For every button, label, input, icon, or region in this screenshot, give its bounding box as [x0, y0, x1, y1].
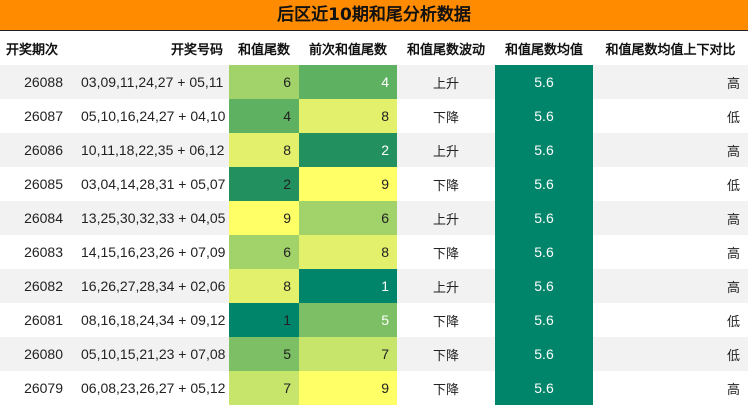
cell-numbers: 06,08,23,26,27 + 05,12 — [73, 371, 229, 405]
cell-avg: 5.6 — [495, 371, 593, 405]
header-compare: 和值尾数均值上下对比 — [593, 31, 748, 65]
cell-avg: 5.6 — [495, 99, 593, 133]
cell-compare: 高 — [593, 235, 748, 269]
cell-avg: 5.6 — [495, 235, 593, 269]
cell-prev-tail: 2 — [299, 133, 397, 167]
cell-trend: 下降 — [397, 303, 495, 337]
table-row: 26087 05,10,16,24,27 + 04,10 4 8 下降 5.6 低 — [0, 99, 748, 133]
cell-prev-tail: 5 — [299, 303, 397, 337]
cell-issue: 26086 — [0, 133, 73, 167]
cell-issue: 26081 — [0, 303, 73, 337]
header-tail: 和值尾数 — [229, 31, 299, 65]
cell-trend: 上升 — [397, 269, 495, 303]
table-row: 26084 13,25,30,32,33 + 04,05 9 6 上升 5.6 高 — [0, 201, 748, 235]
cell-prev-tail: 1 — [299, 269, 397, 303]
table-row: 26080 05,10,15,21,23 + 07,08 5 7 下降 5.6 低 — [0, 337, 748, 371]
cell-compare: 高 — [593, 133, 748, 167]
cell-prev-tail: 8 — [299, 99, 397, 133]
cell-issue: 26079 — [0, 371, 73, 405]
cell-tail: 1 — [229, 303, 299, 337]
cell-issue: 26088 — [0, 65, 73, 99]
cell-numbers: 03,04,14,28,31 + 05,07 — [73, 167, 229, 201]
table-row: 26081 08,16,18,24,34 + 09,12 1 5 下降 5.6 低 — [0, 303, 748, 337]
cell-avg: 5.6 — [495, 167, 593, 201]
cell-prev-tail: 9 — [299, 167, 397, 201]
cell-compare: 低 — [593, 303, 748, 337]
cell-compare: 高 — [593, 371, 748, 405]
cell-compare: 高 — [593, 65, 748, 99]
cell-avg: 5.6 — [495, 303, 593, 337]
cell-avg: 5.6 — [495, 269, 593, 303]
cell-issue: 26082 — [0, 269, 73, 303]
cell-issue: 26083 — [0, 235, 73, 269]
cell-numbers: 03,09,11,24,27 + 05,11 — [73, 65, 229, 99]
cell-numbers: 16,26,27,28,34 + 02,06 — [73, 269, 229, 303]
cell-tail: 4 — [229, 99, 299, 133]
cell-prev-tail: 7 — [299, 337, 397, 371]
cell-avg: 5.6 — [495, 337, 593, 371]
cell-numbers: 13,25,30,32,33 + 04,05 — [73, 201, 229, 235]
header-row: 开奖期次 开奖号码 和值尾数 前次和值尾数 和值尾数波动 和值尾数均值 和值尾数… — [0, 31, 748, 65]
cell-tail: 7 — [229, 371, 299, 405]
table-row: 26085 03,04,14,28,31 + 05,07 2 9 下降 5.6 低 — [0, 167, 748, 201]
table-row: 26088 03,09,11,24,27 + 05,11 6 4 上升 5.6 高 — [0, 65, 748, 99]
cell-compare: 低 — [593, 167, 748, 201]
cell-tail: 9 — [229, 201, 299, 235]
cell-tail: 6 — [229, 65, 299, 99]
cell-compare: 高 — [593, 201, 748, 235]
cell-numbers: 05,10,15,21,23 + 07,08 — [73, 337, 229, 371]
cell-trend: 下降 — [397, 337, 495, 371]
cell-compare: 高 — [593, 269, 748, 303]
cell-prev-tail: 8 — [299, 235, 397, 269]
cell-trend: 下降 — [397, 371, 495, 405]
cell-trend: 下降 — [397, 235, 495, 269]
header-avg: 和值尾数均值 — [495, 31, 593, 65]
cell-avg: 5.6 — [495, 133, 593, 167]
table-row: 26086 10,11,18,22,35 + 06,12 8 2 上升 5.6 高 — [0, 133, 748, 167]
cell-numbers: 14,15,16,23,26 + 07,09 — [73, 235, 229, 269]
cell-numbers: 10,11,18,22,35 + 06,12 — [73, 133, 229, 167]
cell-compare: 低 — [593, 337, 748, 371]
header-numbers: 开奖号码 — [73, 31, 229, 65]
cell-issue: 26085 — [0, 167, 73, 201]
cell-tail: 8 — [229, 269, 299, 303]
header-trend: 和值尾数波动 — [397, 31, 495, 65]
table-row: 26079 06,08,23,26,27 + 05,12 7 9 下降 5.6 高 — [0, 371, 748, 405]
cell-trend: 上升 — [397, 133, 495, 167]
cell-tail: 6 — [229, 235, 299, 269]
cell-tail: 5 — [229, 337, 299, 371]
cell-numbers: 05,10,16,24,27 + 04,10 — [73, 99, 229, 133]
cell-trend: 上升 — [397, 201, 495, 235]
sheet-title: 后区近10期和尾分析数据 — [0, 0, 748, 31]
cell-trend: 下降 — [397, 167, 495, 201]
cell-tail: 2 — [229, 167, 299, 201]
cell-avg: 5.6 — [495, 65, 593, 99]
table-row: 26083 14,15,16,23,26 + 07,09 6 8 下降 5.6 高 — [0, 235, 748, 269]
cell-prev-tail: 4 — [299, 65, 397, 99]
cell-issue: 26080 — [0, 337, 73, 371]
header-issue: 开奖期次 — [0, 31, 73, 65]
cell-prev-tail: 6 — [299, 201, 397, 235]
cell-tail: 8 — [229, 133, 299, 167]
table-row: 26082 16,26,27,28,34 + 02,06 8 1 上升 5.6 高 — [0, 269, 748, 303]
header-prev-tail: 前次和值尾数 — [299, 31, 397, 65]
table-body: 26088 03,09,11,24,27 + 05,11 6 4 上升 5.6 高 26087… — [0, 65, 748, 405]
data-table: 开奖期次 开奖号码 和值尾数 前次和值尾数 和值尾数波动 和值尾数均值 和值尾数… — [0, 31, 748, 405]
cell-prev-tail: 9 — [299, 371, 397, 405]
cell-trend: 下降 — [397, 99, 495, 133]
cell-compare: 低 — [593, 99, 748, 133]
cell-issue: 26084 — [0, 201, 73, 235]
cell-numbers: 08,16,18,24,34 + 09,12 — [73, 303, 229, 337]
cell-issue: 26087 — [0, 99, 73, 133]
cell-trend: 上升 — [397, 65, 495, 99]
cell-avg: 5.6 — [495, 201, 593, 235]
